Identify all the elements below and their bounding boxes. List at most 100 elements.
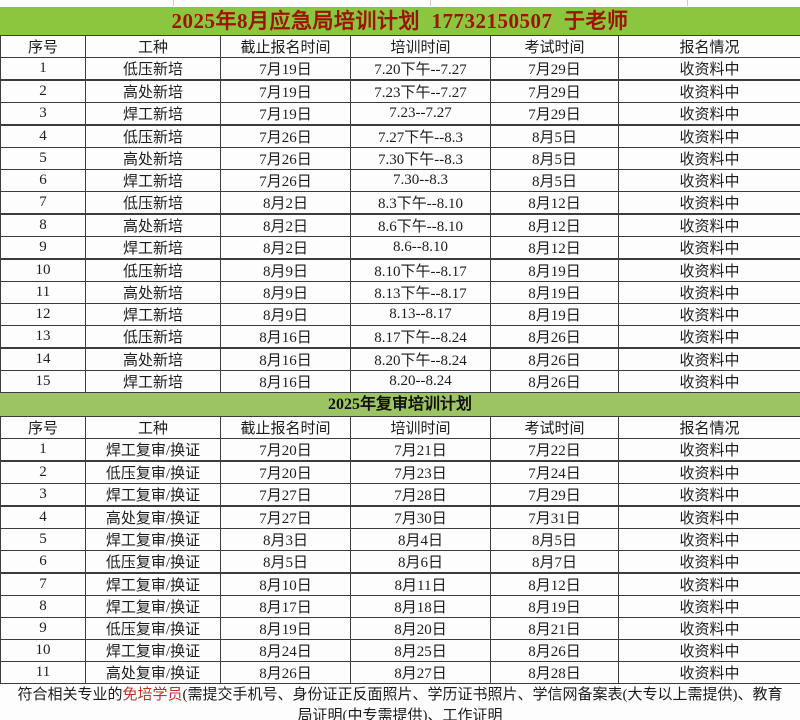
table-cell: 7月19日 <box>220 102 351 126</box>
column-header: 工种 <box>85 416 221 439</box>
exemption-note-line1: 符合相关专业的免培学员(需提交手机号、身份证正反面照片、学历证书照片、学信网备案… <box>0 685 800 706</box>
table-row: 4 高处复审/换证 7月27日 7月30日 7月31日 收资料中 <box>0 505 800 529</box>
table-cell: 高处新培 <box>85 347 221 371</box>
table-cell: 8.13--8.17 <box>350 303 491 326</box>
table-cell: 高处新培 <box>85 281 221 304</box>
table-cell: 焊工复审/换证 <box>85 483 221 507</box>
table-cell: 低压复审/换证 <box>85 460 221 484</box>
table-cell: 8月19日 <box>490 281 619 304</box>
table-cell: 8月19日 <box>490 303 619 326</box>
table-cell: 8 <box>0 595 86 618</box>
column-header: 报名情况 <box>618 416 800 439</box>
table-row: 15 焊工新培 8月16日 8.20--8.24 8月26日 收资料中 <box>0 370 800 393</box>
table-cell: 收资料中 <box>618 79 800 103</box>
table-cell: 8月16日 <box>220 370 351 393</box>
table-cell: 5 <box>0 528 86 551</box>
table-cell: 2 <box>0 79 86 103</box>
table-cell: 8月12日 <box>490 236 619 260</box>
table-cell: 低压新培 <box>85 191 221 215</box>
table-cell: 7月19日 <box>220 79 351 103</box>
table-cell: 4 <box>0 124 86 148</box>
table-cell: 低压复审/换证 <box>85 617 221 640</box>
table-cell: 收资料中 <box>618 102 800 126</box>
table-cell: 收资料中 <box>618 661 800 684</box>
table-cell: 低压新培 <box>85 124 221 148</box>
table-cell: 8月21日 <box>490 617 619 640</box>
table-cell: 收资料中 <box>618 460 800 484</box>
table-cell: 焊工新培 <box>85 370 221 393</box>
table-cell: 收资料中 <box>618 281 800 304</box>
table-row: 6 低压复审/换证 8月5日 8月6日 8月7日 收资料中 <box>0 550 800 574</box>
table-row: 13 低压新培 8月16日 8.17下午--8.24 8月26日 收资料中 <box>0 325 800 349</box>
table-cell: 收资料中 <box>618 572 800 596</box>
table-cell: 低压新培 <box>85 325 221 349</box>
table-cell: 高处新培 <box>85 213 221 237</box>
table-cell: 8月19日 <box>490 258 619 282</box>
table-cell: 焊工新培 <box>85 303 221 326</box>
table-cell: 收资料中 <box>618 617 800 640</box>
table-cell: 11 <box>0 281 86 304</box>
table-cell: 7月24日 <box>490 460 619 484</box>
table-cell: 8月27日 <box>350 661 491 684</box>
table-cell: 收资料中 <box>618 124 800 148</box>
table-row: 4 低压新培 7月26日 7.27下午--8.3 8月5日 收资料中 <box>0 124 800 148</box>
table-cell: 8.10下午--8.17 <box>350 258 491 282</box>
table-row: 7 焊工复审/换证 8月10日 8月11日 8月12日 收资料中 <box>0 572 800 596</box>
table-cell: 10 <box>0 258 86 282</box>
table-cell: 7月29日 <box>490 102 619 126</box>
table-cell: 8月4日 <box>350 528 491 551</box>
table-cell: 低压新培 <box>85 57 221 81</box>
table-row: 3 焊工新培 7月19日 7.23--7.27 7月29日 收资料中 <box>0 102 800 126</box>
table-cell: 收资料中 <box>618 639 800 662</box>
header-row: 序号 工种 截止报名时间 培训时间 考试时间 报名情况 <box>0 35 800 58</box>
table-cell: 1 <box>0 438 86 462</box>
table-cell: 8月12日 <box>490 572 619 596</box>
table-cell: 8月11日 <box>350 572 491 596</box>
table-cell: 8月24日 <box>220 639 351 662</box>
table-row: 10 焊工复审/换证 8月24日 8月25日 8月26日 收资料中 <box>0 639 800 662</box>
table-cell: 高处复审/换证 <box>85 661 221 684</box>
table-cell: 8月19日 <box>220 617 351 640</box>
table-cell: 7月20日 <box>220 460 351 484</box>
table-cell: 8月9日 <box>220 281 351 304</box>
table-cell: 焊工复审/换证 <box>85 528 221 551</box>
table-row: 8 焊工复审/换证 8月17日 8月18日 8月19日 收资料中 <box>0 595 800 618</box>
table-cell: 9 <box>0 236 86 260</box>
table-cell: 8.13下午--8.17 <box>350 281 491 304</box>
table-cell: 7月28日 <box>350 483 491 507</box>
column-header: 考试时间 <box>490 416 619 439</box>
table-cell: 收资料中 <box>618 303 800 326</box>
table-cell: 8月5日 <box>220 550 351 574</box>
table-cell: 8月26日 <box>490 370 619 393</box>
table-cell: 14 <box>0 347 86 371</box>
gridline-tick <box>430 0 431 6</box>
table-cell: 8月5日 <box>490 147 619 170</box>
table-cell: 8月10日 <box>220 572 351 596</box>
table-cell: 8月17日 <box>220 595 351 618</box>
table-cell: 8.17下午--8.24 <box>350 325 491 349</box>
table-cell: 7月29日 <box>490 57 619 81</box>
table-cell: 收资料中 <box>618 483 800 507</box>
table-cell: 焊工新培 <box>85 236 221 260</box>
table-cell: 7月31日 <box>490 505 619 529</box>
table-cell: 7.30--8.3 <box>350 169 491 192</box>
table-cell: 3 <box>0 102 86 126</box>
table-cell: 11 <box>0 661 86 684</box>
table-cell: 7.30下午--8.3 <box>350 147 491 170</box>
table-cell: 8.6--8.10 <box>350 236 491 260</box>
table-cell: 焊工复审/换证 <box>85 595 221 618</box>
table-cell: 焊工复审/换证 <box>85 572 221 596</box>
table-row: 1 低压新培 7月19日 7.20下午--7.27 7月29日 收资料中 <box>0 57 800 81</box>
table-cell: 7.23下午--7.27 <box>350 79 491 103</box>
table-cell: 7月29日 <box>490 79 619 103</box>
column-header: 培训时间 <box>350 416 491 439</box>
table-cell: 收资料中 <box>618 169 800 192</box>
table-cell: 8月25日 <box>350 639 491 662</box>
footnotes: 符合相关专业的免培学员(需提交手机号、身份证正反面照片、学历证书照片、学信网备案… <box>0 684 800 720</box>
table-cell: 8月18日 <box>350 595 491 618</box>
column-header: 报名情况 <box>618 35 800 58</box>
table-row: 9 低压复审/换证 8月19日 8月20日 8月21日 收资料中 <box>0 617 800 640</box>
table-row: 11 高处复审/换证 8月26日 8月27日 8月28日 收资料中 <box>0 661 800 684</box>
table-row: 2 低压复审/换证 7月20日 7月23日 7月24日 收资料中 <box>0 460 800 484</box>
header-row: 序号 工种 截止报名时间 培训时间 考试时间 报名情况 <box>0 416 800 439</box>
